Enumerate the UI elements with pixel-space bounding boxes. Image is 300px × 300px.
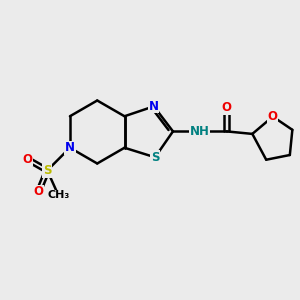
Text: NH: NH [190,125,210,138]
Text: S: S [43,164,52,177]
Text: N: N [149,100,159,113]
Text: S: S [151,151,159,164]
Text: O: O [268,110,278,123]
Text: O: O [221,101,232,114]
Text: CH₃: CH₃ [47,190,69,200]
Text: O: O [33,185,43,198]
Text: N: N [65,141,75,154]
Text: O: O [23,153,33,166]
